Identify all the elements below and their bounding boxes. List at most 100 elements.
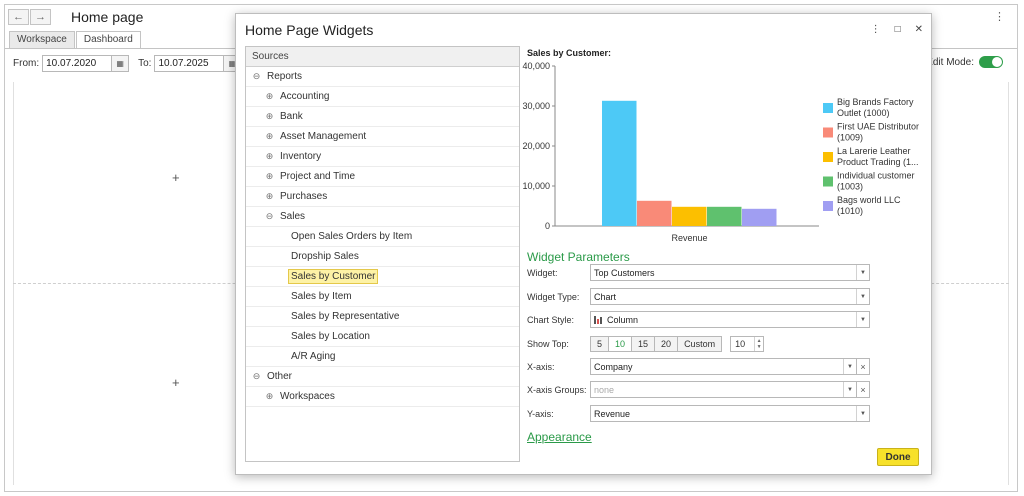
tab-dashboard[interactable]: Dashboard (75, 31, 141, 48)
legend-label: (1003) (837, 182, 863, 192)
expand-icon[interactable]: ⊕ (265, 111, 274, 121)
clear-icon: × (860, 384, 866, 395)
edit-mode-toggle[interactable] (979, 56, 1003, 68)
x-axis-groups-clear-button[interactable]: × (857, 381, 870, 398)
show-top-20-button[interactable]: 20 (655, 335, 679, 352)
tree-item-label: Workspaces (280, 391, 335, 402)
chevron-down-icon[interactable]: ▼ (856, 312, 869, 327)
y-tick-label: 20,000 (522, 141, 550, 151)
tree-item[interactable]: Sales by Customer (246, 267, 519, 287)
decrement-icon[interactable]: ▼ (756, 343, 762, 350)
show-top-15-button[interactable]: 15 (632, 335, 656, 352)
chart-style-select[interactable]: Column ▼ (590, 311, 870, 328)
back-button[interactable]: ← (8, 9, 29, 25)
chart-style-row: Chart Style: Column ▼ (527, 311, 870, 328)
tree-item[interactable]: Sales by Location (246, 327, 519, 347)
show-top-10-button[interactable]: 10 (609, 335, 633, 352)
widget-select[interactable]: Top Customers ▼ (590, 264, 870, 281)
tree-item[interactable]: ⊖ Other (246, 367, 519, 387)
tree-item[interactable]: ⊖ Reports (246, 67, 519, 87)
x-axis-groups-row: X-axis Groups: none ▼ × (527, 381, 870, 398)
tree-item[interactable]: Open Sales Orders by Item (246, 227, 519, 247)
collapse-icon[interactable]: ⊖ (252, 371, 261, 381)
bar (602, 100, 637, 226)
tree-item-label: Sales by Item (291, 291, 352, 302)
from-date-input[interactable]: 10.07.2020 (42, 55, 113, 72)
done-button[interactable]: Done (877, 448, 919, 466)
increment-icon[interactable]: ▲ (756, 337, 762, 344)
y-axis-value: Revenue (594, 408, 631, 419)
stepper-arrows[interactable]: ▲ ▼ (754, 336, 763, 351)
tree-item[interactable]: ⊖ Sales (246, 207, 519, 227)
tree-item[interactable]: Sales by Representative (246, 307, 519, 327)
legend-swatch (823, 176, 833, 187)
edit-mode: Edit Mode: (926, 56, 1003, 68)
to-label: To: (138, 58, 152, 69)
tree-item-label: Sales by Customer (288, 269, 379, 284)
legend-label: Bags world LLC (837, 195, 901, 205)
y-axis-select[interactable]: Revenue ▼ (590, 405, 870, 422)
widget-type-label: Widget Type: (527, 291, 580, 302)
maximize-icon[interactable]: □ (894, 24, 901, 35)
show-top-5-button[interactable]: 5 (590, 335, 610, 352)
expand-icon[interactable]: ⊕ (265, 171, 274, 181)
expand-icon[interactable]: ⊕ (265, 151, 274, 161)
y-tick-label: 10,000 (522, 181, 550, 191)
collapse-icon[interactable]: ⊖ (265, 211, 274, 221)
tree-item[interactable]: ⊕ Asset Management (246, 127, 519, 147)
show-top-row: Show Top: 5 10 15 20 Custom 10 ▲ ▼ (527, 335, 765, 352)
tree-item[interactable]: ⊕ Purchases (246, 187, 519, 207)
chevron-down-icon[interactable]: ▼ (856, 265, 869, 280)
to-date-input[interactable]: 10.07.2025 (154, 55, 225, 72)
close-icon[interactable]: ✕ (914, 24, 923, 35)
tree-item[interactable]: Sales by Item (246, 287, 519, 307)
bar (637, 200, 672, 226)
home-page-widgets-dialog: Home Page Widgets ⋮ □ ✕ Sources ⊖ Reports… (235, 13, 932, 475)
add-widget-icon[interactable]: + (172, 170, 180, 185)
tree-item[interactable]: ⊕ Inventory (246, 147, 519, 167)
chevron-down-icon[interactable]: ▼ (856, 406, 869, 421)
back-arrow-icon: ← (13, 11, 24, 23)
chevron-down-icon[interactable]: ▼ (843, 382, 856, 397)
x-axis-clear-button[interactable]: × (857, 358, 870, 375)
tree-item-label: Reports (267, 71, 303, 82)
tree-item[interactable]: ⊕ Accounting (246, 87, 519, 107)
chevron-down-icon[interactable]: ▼ (856, 289, 869, 304)
chart-style-label: Chart Style: (527, 314, 575, 325)
tree-item[interactable]: ⊕ Workspaces (246, 387, 519, 407)
widget-type-value: Chart (594, 291, 617, 302)
collapse-icon[interactable]: ⊖ (252, 71, 261, 81)
expand-icon[interactable]: ⊕ (265, 131, 274, 141)
x-axis-groups-select[interactable]: none ▼ (590, 381, 857, 398)
legend-label: Outlet (1000) (837, 108, 890, 118)
add-widget-icon[interactable]: + (172, 375, 180, 390)
from-calendar-button[interactable]: ▦ (112, 55, 130, 72)
tree-item[interactable]: ⊕ Bank (246, 107, 519, 127)
more-icon[interactable]: ⋮ (870, 24, 881, 35)
widget-type-select[interactable]: Chart ▼ (590, 288, 870, 305)
tree-item[interactable]: ⊕ Project and Time (246, 167, 519, 187)
calendar-icon: ▦ (116, 59, 124, 68)
chart-style-value: Column (607, 314, 639, 325)
column-chart-icon (594, 315, 603, 324)
more-options-icon[interactable]: ⋮ (994, 11, 1005, 23)
show-top-custom-stepper[interactable]: 10 ▲ ▼ (730, 335, 765, 352)
legend-swatch (823, 127, 833, 138)
y-tick-label: 0 (545, 221, 550, 231)
chevron-down-icon[interactable]: ▼ (843, 359, 856, 374)
tab-workspace[interactable]: Workspace (9, 31, 75, 48)
appearance-link[interactable]: Appearance (527, 430, 592, 444)
tree-item[interactable]: A/R Aging (246, 347, 519, 367)
expand-icon[interactable]: ⊕ (265, 91, 274, 101)
expand-icon[interactable]: ⊕ (265, 191, 274, 201)
legend-label: Product Trading (1... (837, 157, 919, 167)
date-filter: From: 10.07.2020 ▦ To: 10.07.2025 ▦ (13, 55, 250, 72)
x-axis-select[interactable]: Company ▼ (590, 358, 857, 375)
show-top-custom-button[interactable]: Custom (678, 335, 723, 352)
tree-item-label: Open Sales Orders by Item (291, 231, 413, 242)
tree-item[interactable]: Dropship Sales (246, 247, 519, 267)
expand-icon[interactable]: ⊕ (265, 391, 274, 401)
show-top-label: Show Top: (527, 338, 569, 349)
bar (742, 208, 777, 226)
forward-button[interactable]: → (30, 9, 51, 25)
